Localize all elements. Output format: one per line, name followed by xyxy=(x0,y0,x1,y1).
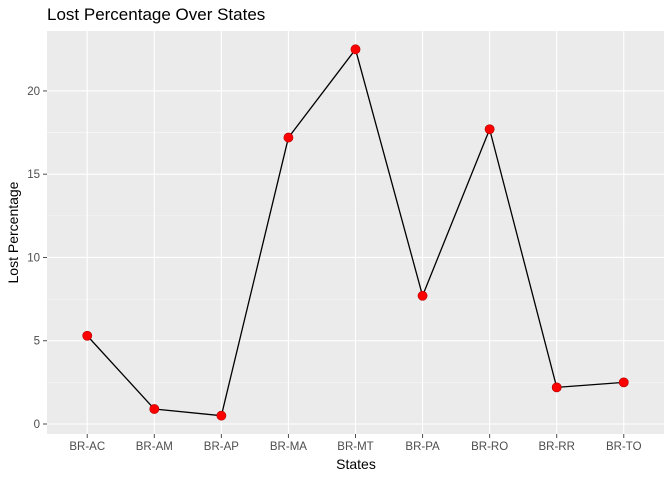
series-lost-percentage xyxy=(82,44,629,421)
x-axis-title: States xyxy=(336,456,376,472)
data-point xyxy=(551,382,562,393)
x-tick-label: BR-AC xyxy=(69,441,105,453)
x-tick-label: BR-MT xyxy=(337,441,373,453)
y-tick-label: 5 xyxy=(34,336,40,348)
data-point xyxy=(350,44,361,55)
x-tick-label: BR-TO xyxy=(606,441,642,453)
major-gridlines xyxy=(47,31,664,434)
x-tick-label: BR-RO xyxy=(471,441,508,453)
y-axis: 0 5 10 15 20 xyxy=(27,86,47,431)
x-tick-label: BR-PA xyxy=(405,441,440,453)
x-tick-label: BR-AM xyxy=(136,441,173,453)
data-point xyxy=(283,132,294,143)
x-tick-label: BR-MA xyxy=(270,441,307,453)
data-point xyxy=(417,290,428,301)
y-tick-label: 0 xyxy=(34,419,40,431)
data-point xyxy=(149,404,160,414)
x-tick-label: BR-RR xyxy=(538,441,574,453)
y-axis-title: Lost Percentage xyxy=(5,181,21,283)
x-axis: BR-AC BR-AM BR-AP BR-MA BR-MT BR-PA BR-RO BR-RR… xyxy=(69,434,642,453)
data-point xyxy=(618,377,629,388)
y-tick-label: 20 xyxy=(27,86,40,98)
chart-title: Lost Percentage Over States xyxy=(47,5,265,24)
data-point xyxy=(82,330,93,341)
y-tick-label: 10 xyxy=(27,252,40,264)
data-point xyxy=(216,410,227,421)
x-tick-label: BR-AP xyxy=(204,441,239,453)
y-tick-label: 15 xyxy=(27,169,40,181)
data-point xyxy=(484,124,495,135)
